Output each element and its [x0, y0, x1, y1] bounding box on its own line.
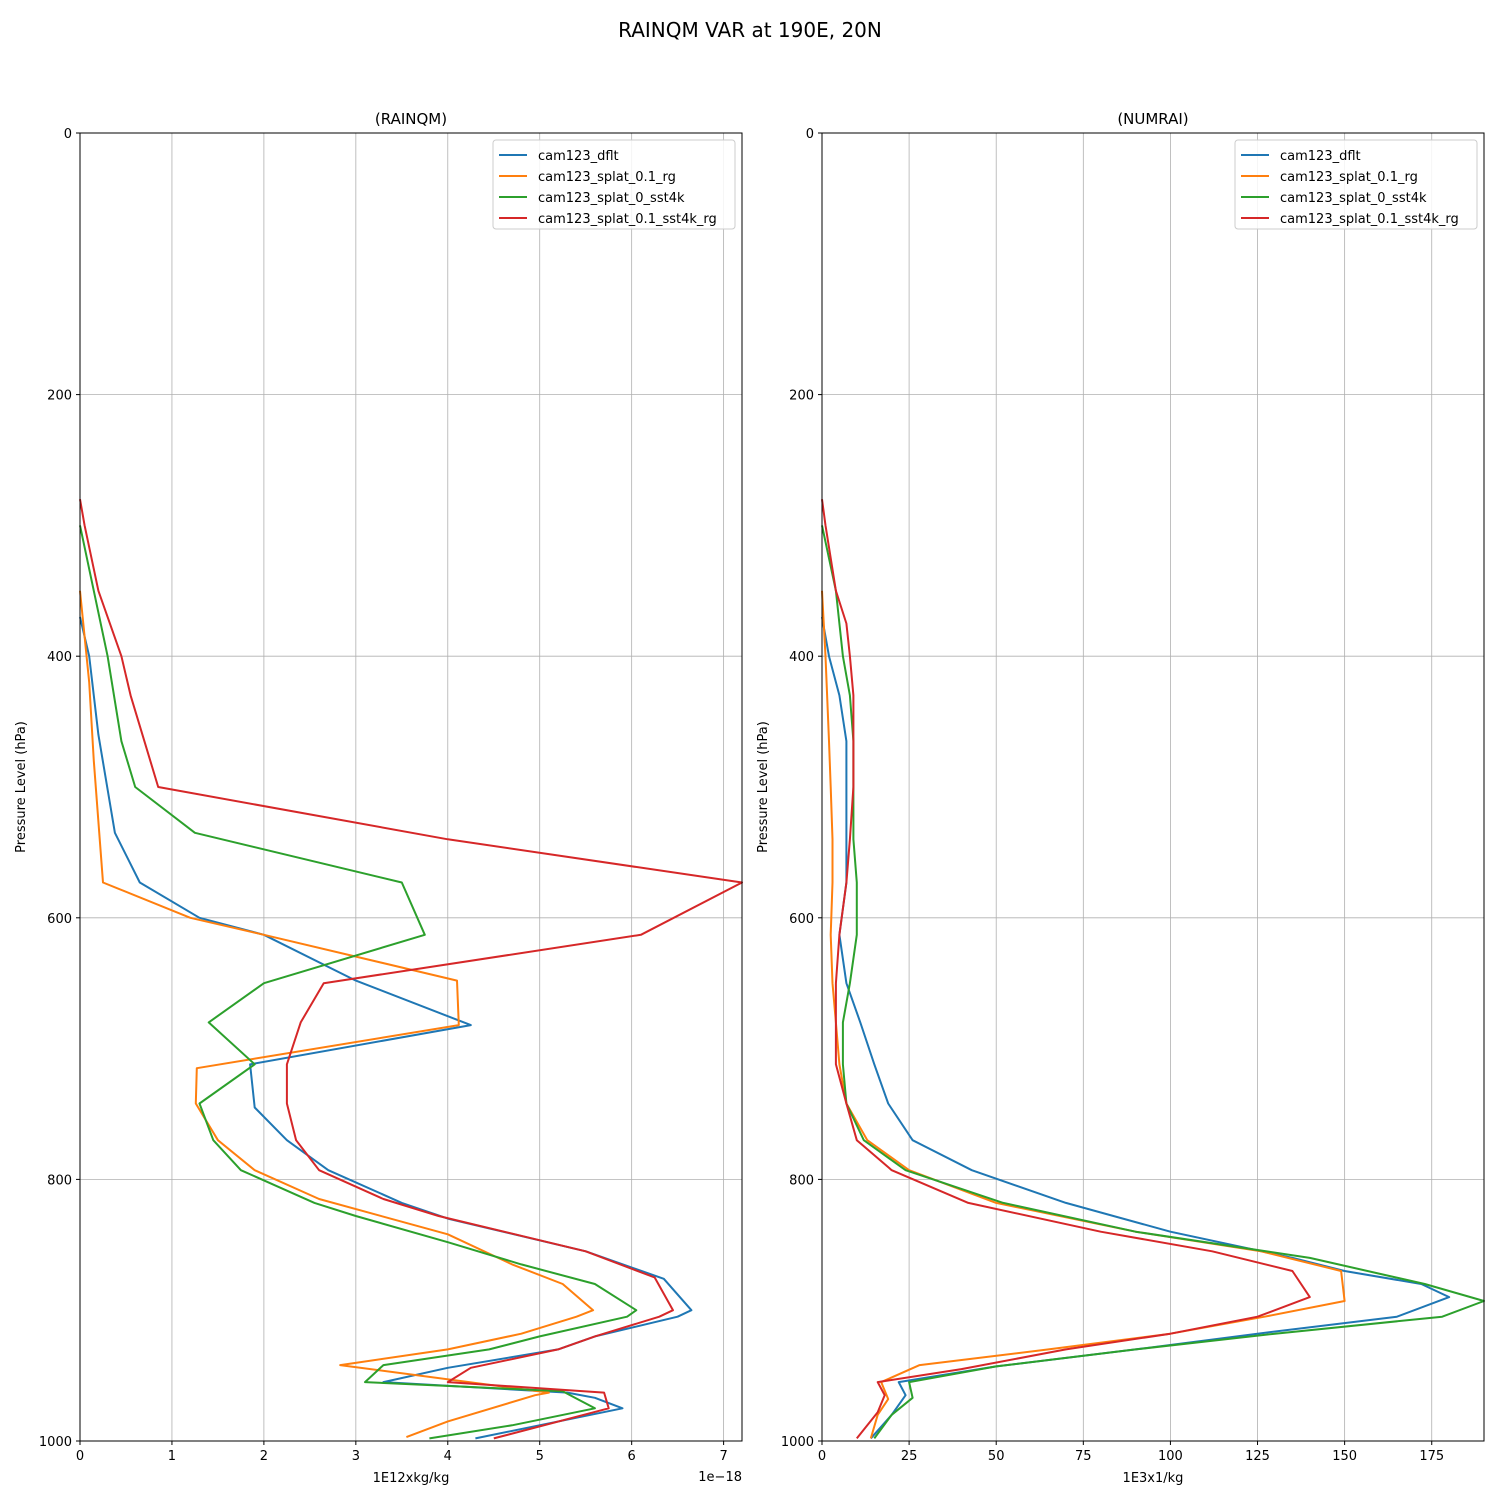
x-tick-label-6: 150 — [1332, 1449, 1357, 1464]
x-tick-label-2: 50 — [988, 1449, 1005, 1464]
y-axis-label: Pressure Level (hPa) — [14, 721, 29, 853]
axes-frame — [821, 132, 1485, 1442]
x-tick-label-0: 0 — [818, 1449, 826, 1464]
y-tick-label-0: 0 — [806, 127, 814, 142]
legend: cam123_dflt cam123_splat_0.1_rg cam123_spl… — [492, 139, 736, 230]
x-tick-label-2: 2 — [260, 1449, 268, 1464]
x-axis-label: 1E3x1/kg — [1123, 1471, 1184, 1486]
x-tick-label-1: 25 — [901, 1449, 918, 1464]
y-tick-label-3: 600 — [47, 912, 72, 927]
x-axis-label: 1E12xkg/kg — [373, 1471, 450, 1486]
y-tick-label-1: 200 — [47, 389, 72, 404]
legend-entry-2: cam123_splat_0_sst4k — [538, 191, 685, 206]
legend-entry-1: cam123_splat_0.1_rg — [538, 170, 676, 185]
x-tick-label-4: 4 — [444, 1449, 452, 1464]
legend-box — [1234, 139, 1478, 230]
x-tick-label-5: 125 — [1245, 1449, 1270, 1464]
series-line-2 — [79, 525, 638, 1440]
y-tick-label-5: 1000 — [781, 1435, 814, 1450]
x-tick-label-5: 5 — [536, 1449, 544, 1464]
legend-entry-1: cam123_splat_0.1_rg — [1280, 170, 1418, 185]
y-tick-label-2: 400 — [789, 650, 814, 665]
y-tick-label-4: 800 — [789, 1173, 814, 1188]
x-tick-label-6: 6 — [628, 1449, 636, 1464]
x-tick-label-3: 3 — [352, 1449, 360, 1464]
legend-entry-2: cam123_splat_0_sst4k — [1280, 191, 1427, 206]
y-tick-label-4: 800 — [47, 1173, 72, 1188]
panel-numrai: 0 25 50 75 100 125 150 175 0 200 400 600 800 1000 (NUM… — [756, 110, 1485, 1486]
series-line-2 — [821, 525, 1485, 1439]
legend: cam123_dflt cam123_splat_0.1_rg cam123_spl… — [1234, 139, 1478, 230]
series-line-3 — [79, 499, 743, 1440]
x-tick-label-4: 100 — [1158, 1449, 1183, 1464]
legend-entry-0: cam123_dflt — [538, 149, 619, 164]
axes-title: (RAINQM) — [375, 110, 447, 128]
legend-entry-3: cam123_splat_0.1_sst4k_rg — [538, 212, 717, 227]
axes-title: (NUMRAI) — [1117, 110, 1188, 128]
legend-entry-0: cam123_dflt — [1280, 149, 1361, 164]
series-line-0 — [821, 616, 1451, 1440]
x-tick-label-7: 7 — [719, 1449, 727, 1464]
y-tick-label-0: 0 — [64, 127, 72, 142]
axes-frame — [79, 132, 743, 1442]
series-line-3 — [821, 499, 1311, 1440]
x-tick-label-7: 175 — [1419, 1449, 1444, 1464]
y-tick-label-3: 600 — [789, 912, 814, 927]
legend-entry-3: cam123_splat_0.1_sst4k_rg — [1280, 212, 1459, 227]
y-tick-label-5: 1000 — [39, 1435, 72, 1450]
x-tick-label-1: 1 — [168, 1449, 176, 1464]
series-line-0 — [79, 616, 693, 1440]
y-tick-label-1: 200 — [789, 389, 814, 404]
x-tick-label-0: 0 — [76, 1449, 84, 1464]
x-offset-label: 1e−18 — [698, 1470, 742, 1485]
panel-rainqm: 0 1 2 3 4 5 6 7 0 200 400 600 800 1000 (RAINQM) 1E12xkg… — [14, 110, 743, 1486]
series-line-1 — [79, 590, 595, 1439]
figure-suptitle: RAINQM VAR at 190E, 20N — [618, 18, 882, 42]
y-tick-label-2: 400 — [47, 650, 72, 665]
x-tick-label-3: 75 — [1075, 1449, 1092, 1464]
y-axis-label: Pressure Level (hPa) — [756, 721, 771, 853]
legend-box — [492, 139, 736, 230]
